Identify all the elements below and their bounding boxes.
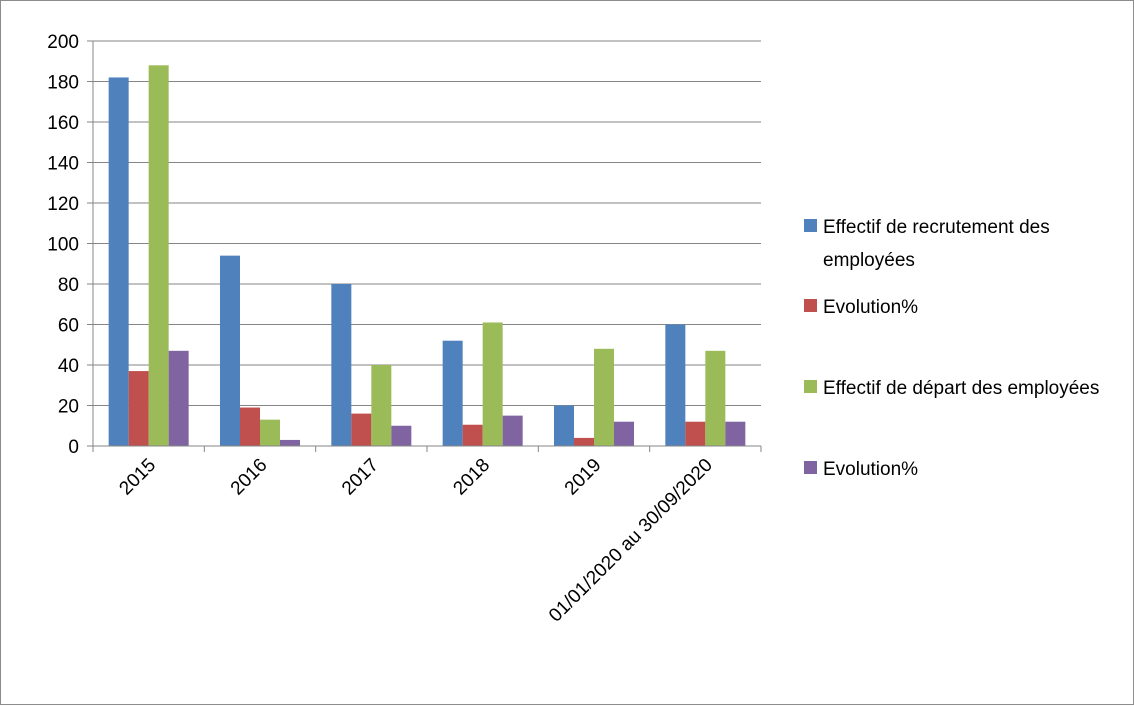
bar xyxy=(280,439,300,446)
legend-label: Effectif de recrutement des employées xyxy=(823,217,1050,271)
legend-label: Effectif de départ des employées xyxy=(823,378,1099,399)
bar xyxy=(331,284,352,446)
y-tick-label: 140 xyxy=(47,154,79,175)
y-tick-label: 100 xyxy=(47,235,79,256)
y-tick-label: 180 xyxy=(47,73,79,94)
legend-label: Evolution% xyxy=(823,459,918,480)
y-axis: 0 20 40 60 80 100 120 140 160 180 200 xyxy=(47,32,94,458)
bars xyxy=(108,65,746,447)
legend: Effectif de recrutement des employées Evol… xyxy=(804,217,1099,480)
bar xyxy=(594,348,614,446)
y-tick-label: 40 xyxy=(58,356,79,377)
y-tick-label: 160 xyxy=(47,113,79,134)
x-tick-label: 2018 xyxy=(449,455,494,500)
x-tick-label: 2019 xyxy=(561,455,606,500)
y-tick-label: 60 xyxy=(58,316,79,337)
bar xyxy=(128,371,149,446)
legend-swatch xyxy=(804,299,817,312)
bar xyxy=(574,437,594,446)
bar xyxy=(462,424,483,446)
y-tick-label: 20 xyxy=(58,397,79,418)
y-tick-label: 0 xyxy=(68,437,79,458)
bar xyxy=(371,365,392,446)
bar xyxy=(665,324,686,446)
y-tick-label: 200 xyxy=(47,32,79,53)
bar xyxy=(725,421,746,446)
bar xyxy=(614,421,634,446)
bar xyxy=(148,65,169,447)
bar xyxy=(685,421,706,446)
bar xyxy=(502,415,523,446)
bar xyxy=(220,255,240,446)
legend-swatch xyxy=(804,461,817,474)
y-tick-label: 80 xyxy=(58,275,79,296)
bar xyxy=(554,405,574,446)
y-tick-label: 120 xyxy=(47,194,79,215)
x-tick-label: 2016 xyxy=(227,455,272,500)
x-tick-label: 2017 xyxy=(338,455,383,500)
bar xyxy=(108,77,129,446)
bar xyxy=(705,350,726,446)
x-tick-label: 2015 xyxy=(115,455,160,500)
gridlines xyxy=(93,40,761,406)
bar xyxy=(391,425,412,446)
bar xyxy=(260,419,280,446)
bar xyxy=(482,322,503,446)
bar xyxy=(442,340,463,446)
legend-swatch xyxy=(804,380,817,393)
bar xyxy=(168,350,189,446)
legend-swatch xyxy=(804,219,817,232)
legend-label: Evolution% xyxy=(823,297,918,318)
bar xyxy=(240,407,260,446)
bar xyxy=(351,413,372,446)
